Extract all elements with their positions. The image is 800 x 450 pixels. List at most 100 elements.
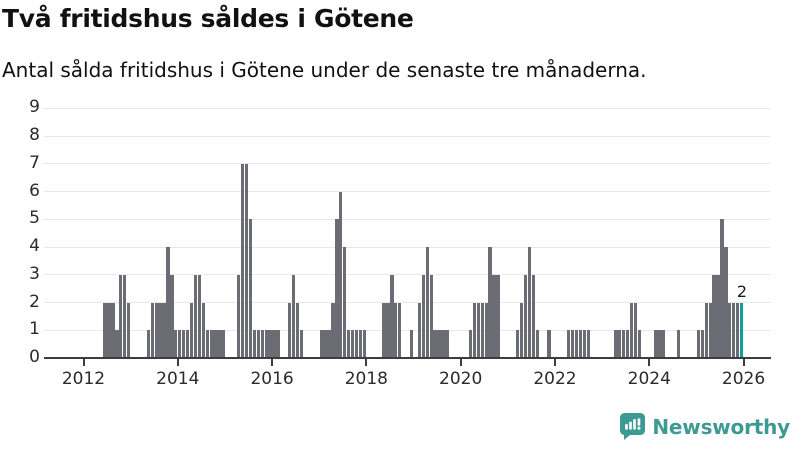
bar xyxy=(704,302,708,358)
bar xyxy=(515,330,520,358)
bar xyxy=(221,330,225,358)
x-axis-tick-label: 2026 xyxy=(721,369,766,389)
bar xyxy=(708,302,712,358)
bar xyxy=(343,247,347,358)
x-axis-tick-mark xyxy=(742,359,745,366)
bar xyxy=(268,330,272,358)
bar xyxy=(119,274,123,358)
bar xyxy=(382,302,386,358)
chart-area: 0 1 2 3 4 5 6 7 8 9 2 2012 2014 2016 2018 2020 2022 2024 2… xyxy=(29,97,771,389)
x-axis-tick-mark xyxy=(82,359,85,366)
bar xyxy=(677,330,681,358)
bar xyxy=(339,191,343,358)
x-axis-tick-label: 2022 xyxy=(533,369,577,389)
bar xyxy=(362,330,367,358)
bar xyxy=(170,274,174,358)
bar xyxy=(201,302,205,358)
y-gridline xyxy=(44,107,771,109)
bar xyxy=(696,330,701,358)
x-axis-tick-label: 2014 xyxy=(156,369,200,389)
bar xyxy=(492,274,496,358)
bar xyxy=(531,274,535,358)
bar xyxy=(350,330,355,358)
bar xyxy=(390,274,394,358)
chart-subtitle: Antal sålda fritidshus i Götene under de… xyxy=(2,58,647,82)
bar xyxy=(127,302,131,358)
bar xyxy=(547,330,551,358)
bar xyxy=(276,330,280,358)
bar xyxy=(437,330,441,358)
bar xyxy=(295,302,300,358)
bar xyxy=(421,274,425,358)
bar xyxy=(578,330,583,358)
y-axis-tick-label: 3 xyxy=(29,263,40,284)
bar xyxy=(197,274,202,358)
bar xyxy=(488,247,492,358)
x-axis-tick-label: 2018 xyxy=(344,369,388,389)
bar xyxy=(398,302,402,358)
bar xyxy=(535,330,539,358)
bar xyxy=(523,274,528,358)
bar xyxy=(292,274,296,358)
bar xyxy=(637,330,642,358)
bar xyxy=(519,302,524,358)
bar xyxy=(574,330,579,358)
y-gridline xyxy=(44,218,771,220)
y-axis-tick-label: 6 xyxy=(29,180,40,201)
newsworthy-logo: Newsworthy xyxy=(620,413,790,440)
bar xyxy=(154,302,158,358)
bar xyxy=(248,219,253,358)
bar xyxy=(264,330,268,358)
bar xyxy=(209,330,213,358)
bar xyxy=(335,219,339,358)
bar xyxy=(185,330,190,358)
bar xyxy=(425,247,429,358)
newsworthy-logo-text: Newsworthy xyxy=(652,414,790,439)
bar xyxy=(115,330,119,358)
bar xyxy=(618,330,622,358)
bar xyxy=(174,330,178,358)
bar-value-label: 2 xyxy=(736,281,748,301)
bar xyxy=(240,163,245,358)
bar xyxy=(331,302,335,358)
x-axis-tick-mark xyxy=(648,359,651,366)
y-gridline xyxy=(44,135,771,137)
bar xyxy=(417,302,422,358)
bar xyxy=(162,302,166,358)
bar xyxy=(700,330,704,358)
x-axis-tick-mark xyxy=(459,359,462,366)
bar xyxy=(570,330,575,358)
bar xyxy=(732,302,736,358)
y-axis-tick-label: 5 xyxy=(29,208,40,229)
bar xyxy=(103,302,107,358)
bar xyxy=(299,330,304,358)
bar xyxy=(622,330,626,358)
x-axis-tick-mark xyxy=(365,359,368,366)
bar xyxy=(150,302,154,358)
bar xyxy=(441,330,445,358)
bar xyxy=(178,330,182,358)
bar xyxy=(614,330,618,358)
page-title: Två fritidshus såldes i Götene xyxy=(2,4,414,33)
x-axis-tick-label: 2016 xyxy=(250,369,294,389)
bar xyxy=(244,163,249,358)
bar xyxy=(472,302,477,358)
bar xyxy=(527,247,532,358)
bar xyxy=(661,330,665,358)
y-axis-tick-label: 2 xyxy=(29,291,40,312)
bar xyxy=(354,330,359,358)
bar xyxy=(476,302,480,358)
bar xyxy=(193,274,198,358)
bar xyxy=(288,302,292,358)
bar xyxy=(484,302,488,358)
y-gridline xyxy=(44,191,771,192)
bar xyxy=(260,330,264,358)
newsworthy-icon xyxy=(620,413,646,440)
bar xyxy=(736,302,740,358)
x-axis-tick-mark xyxy=(553,359,556,366)
bar xyxy=(496,274,500,358)
bar xyxy=(205,330,209,358)
bar xyxy=(724,247,728,358)
bar xyxy=(657,330,661,358)
